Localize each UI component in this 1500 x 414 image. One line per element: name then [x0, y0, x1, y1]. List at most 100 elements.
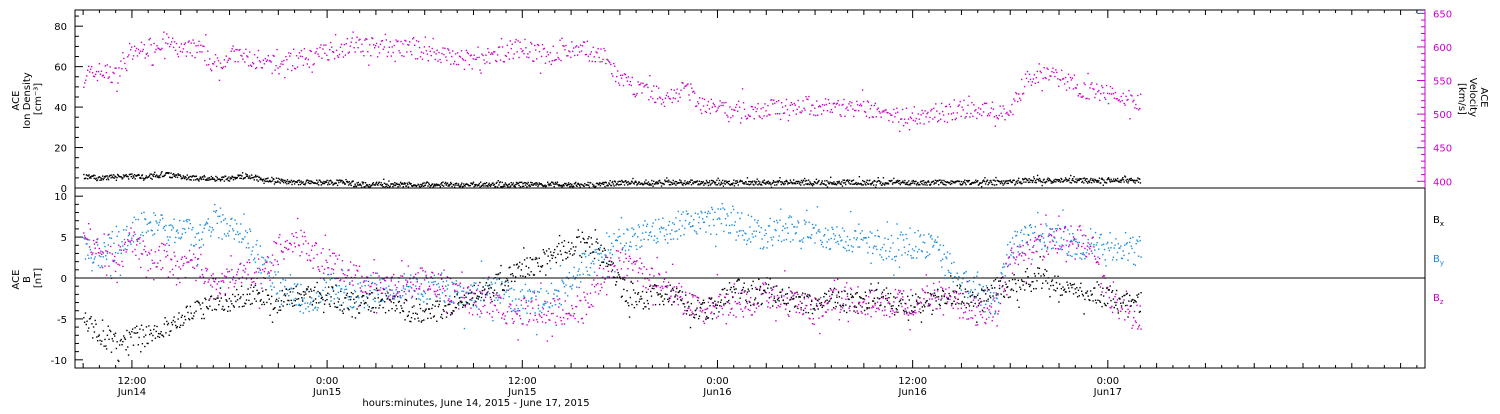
bz-point — [664, 279, 665, 280]
velocity-point — [475, 59, 476, 60]
velocity-point — [439, 59, 440, 60]
by-point — [321, 295, 322, 296]
bz-point — [660, 287, 661, 288]
bz-point — [465, 292, 466, 293]
velocity-point — [394, 61, 395, 62]
by-point — [125, 229, 126, 230]
density-point — [669, 181, 670, 182]
velocity-point — [437, 60, 438, 61]
by-point — [701, 212, 702, 213]
velocity-point — [376, 43, 377, 44]
by-point — [510, 308, 511, 309]
density-point — [485, 183, 486, 184]
density-point — [930, 183, 931, 184]
velocity-point — [314, 53, 315, 54]
density-point — [1039, 178, 1040, 179]
by-point — [260, 272, 261, 273]
density-point — [160, 174, 161, 175]
velocity-point — [485, 54, 486, 55]
bz-point — [227, 271, 228, 272]
by-point — [343, 292, 344, 293]
by-point — [520, 291, 521, 292]
bz-point — [645, 287, 646, 288]
by-point — [217, 216, 218, 217]
by-point — [511, 288, 512, 289]
by-point — [271, 289, 272, 290]
by-point — [787, 233, 788, 234]
by-point — [839, 237, 840, 238]
by-point — [862, 239, 863, 240]
density-point — [753, 184, 754, 185]
density-point — [624, 184, 625, 185]
density-point — [795, 183, 796, 184]
velocity-point — [143, 49, 144, 50]
velocity-point — [131, 46, 132, 47]
bz-point — [131, 240, 132, 241]
by-point — [95, 256, 96, 257]
by-point — [927, 255, 928, 256]
by-point — [499, 294, 500, 295]
density-point — [237, 177, 238, 178]
density-point — [780, 181, 781, 182]
density-point — [257, 176, 258, 177]
velocity-point — [511, 48, 512, 49]
velocity-point — [1024, 86, 1025, 87]
bz-point — [222, 280, 223, 281]
by-point — [660, 231, 661, 232]
bz-point — [549, 319, 550, 320]
velocity-point — [199, 51, 200, 52]
density-point — [676, 181, 677, 182]
bz-point — [106, 274, 107, 275]
field-tick-label: 5 — [61, 233, 67, 244]
velocity-point — [122, 52, 123, 53]
density-point — [658, 183, 659, 184]
by-point — [300, 284, 301, 285]
density-point — [805, 183, 806, 184]
by-point — [150, 221, 151, 222]
density-point — [347, 182, 348, 183]
density-point — [1110, 179, 1111, 180]
density-point — [280, 180, 281, 181]
bz-point — [421, 267, 422, 268]
density-point — [90, 177, 91, 178]
velocity-point — [380, 44, 381, 45]
density-point — [363, 182, 364, 183]
bz-point — [508, 290, 509, 291]
velocity-point — [1123, 103, 1124, 104]
by-point — [503, 298, 504, 299]
bz-point — [529, 319, 530, 320]
velocity-point — [996, 115, 997, 116]
by-point — [245, 230, 246, 231]
velocity-point — [635, 96, 636, 97]
velocity-point — [881, 111, 882, 112]
bz-point — [301, 251, 302, 252]
velocity-point — [290, 53, 291, 54]
density-point — [403, 184, 404, 185]
density-point — [954, 182, 955, 183]
velocity-point — [1129, 118, 1130, 119]
by-point — [123, 229, 124, 230]
by-point — [720, 208, 721, 209]
density-point — [914, 183, 915, 184]
density-point — [149, 173, 150, 174]
density-point — [908, 180, 909, 181]
by-point — [330, 300, 331, 301]
by-point — [831, 227, 832, 228]
bz-point — [517, 313, 518, 314]
velocity-point — [306, 57, 307, 58]
velocity-point — [781, 102, 782, 103]
velocity-point — [426, 50, 427, 51]
density-point — [1116, 180, 1117, 181]
velocity-point — [434, 59, 435, 60]
velocity-point — [775, 113, 776, 114]
velocity-point — [361, 44, 362, 45]
velocity-point — [712, 107, 713, 108]
bz-point — [490, 302, 491, 303]
velocity-point — [1019, 98, 1020, 99]
velocity-point — [186, 55, 187, 56]
by-point — [604, 259, 605, 260]
velocity-point — [452, 50, 453, 51]
by-point — [1089, 244, 1090, 245]
velocity-point — [515, 39, 516, 40]
density-point — [850, 183, 851, 184]
